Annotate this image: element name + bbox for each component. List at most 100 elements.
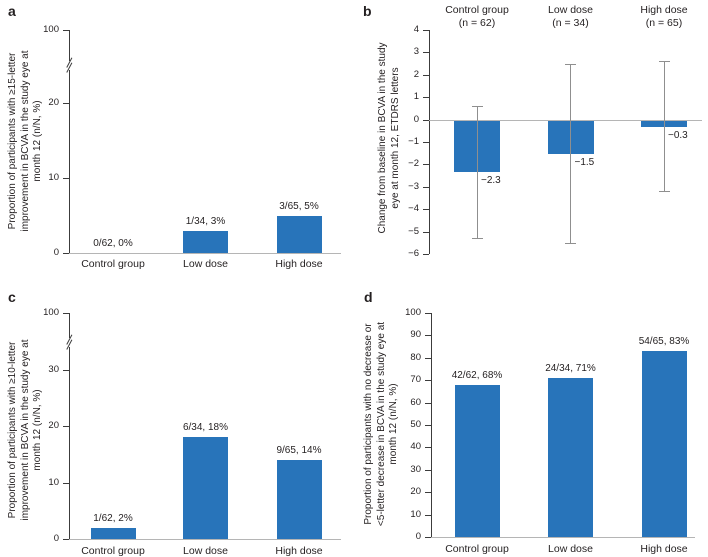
y-tick [425, 357, 431, 359]
y-tick-label: −4 [408, 203, 419, 215]
x-axis-line [431, 537, 695, 538]
y-tick-label: 2 [413, 68, 419, 80]
y-tick-label: 20 [48, 97, 59, 108]
y-tick [425, 514, 431, 516]
panel-d-letter: d [364, 289, 373, 305]
error-bar-cap-top [471, 106, 483, 108]
bar-value-label: 1/62, 2% [93, 512, 133, 524]
group-header: High dose (n = 65) [640, 4, 688, 29]
bar-value-label: 9/65, 14% [276, 444, 322, 456]
y-tick [425, 425, 431, 426]
y-tick-label: −6 [408, 248, 419, 259]
panel-b: b Change from baseline in BCVA in the st… [354, 0, 708, 280]
y-tick-label: 40 [410, 441, 421, 453]
y-tick [425, 469, 431, 471]
y-tick-label: 70 [410, 374, 421, 386]
category-label: Low dose [183, 545, 228, 557]
x-axis-line [69, 253, 341, 254]
error-bar-line [663, 61, 665, 192]
y-tick-label: 4 [413, 24, 419, 35]
y-axis-label: Proportion of participants with ≥15-lett… [7, 50, 43, 232]
y-tick [63, 426, 69, 427]
y-tick-label: 30 [410, 463, 421, 475]
y-tick-label: 10 [48, 172, 59, 183]
y-tick-label: 0 [415, 531, 421, 542]
y-tick-label: 60 [410, 396, 421, 408]
y-tick-label: −2 [408, 158, 419, 170]
error-bar-cap-top [658, 61, 670, 63]
y-tick-label: 90 [410, 329, 421, 341]
bar-value-label: −2.3 [481, 175, 501, 187]
y-tick [423, 186, 429, 188]
y-tick [423, 74, 429, 76]
panel-d: d Proportion of participants with no dec… [354, 280, 708, 557]
bar-control-group [454, 384, 500, 537]
panel-a-letter: a [8, 3, 16, 19]
category-label: Low dose [548, 543, 593, 555]
y-tick-label: −3 [408, 180, 419, 192]
y-tick-label: 100 [405, 307, 421, 318]
y-tick [425, 380, 431, 382]
y-tick [63, 539, 69, 540]
error-bar-line [570, 63, 571, 243]
bar-high-dose [641, 351, 687, 537]
y-tick [423, 164, 429, 166]
category-label: High dose [640, 543, 688, 555]
bar-high-dose [276, 459, 322, 539]
y-axis-line [431, 313, 432, 537]
bar-low-dose [548, 377, 593, 537]
y-tick-label: 100 [43, 24, 59, 35]
error-bar-cap-top [565, 63, 576, 65]
panel-c: c Proportion of participants with ≥10-le… [0, 280, 354, 557]
y-tick [63, 313, 69, 314]
y-tick [63, 103, 69, 104]
y-tick [425, 537, 431, 538]
y-tick [63, 482, 69, 484]
y-tick [423, 97, 429, 99]
y-tick [423, 209, 429, 211]
y-tick [63, 253, 69, 254]
bar-value-label: −0.3 [668, 130, 688, 142]
y-tick-label: −5 [408, 225, 419, 237]
category-label: Control group [81, 258, 145, 270]
bar-value-label: 3/65, 5% [279, 200, 319, 212]
y-tick [425, 402, 431, 404]
y-tick [423, 52, 429, 54]
y-tick [425, 313, 431, 314]
y-tick [63, 30, 69, 31]
y-tick-label: 20 [48, 420, 59, 431]
y-tick-label: 50 [410, 419, 421, 430]
y-tick [63, 369, 69, 371]
y-tick-label: 0 [413, 113, 419, 125]
y-axis-line [429, 30, 430, 254]
bar-high-dose [276, 215, 322, 253]
y-tick [425, 492, 431, 494]
y-tick-label: 10 [48, 476, 59, 488]
bar-low-dose [183, 437, 228, 539]
y-tick-label: 0 [53, 247, 59, 258]
y-tick [423, 30, 429, 31]
bar-value-label: 0/62, 0% [93, 238, 133, 249]
bar-value-label: 24/34, 71% [545, 362, 596, 374]
category-label: High dose [275, 258, 323, 270]
y-tick [423, 231, 429, 233]
group-header: Control group (n = 62) [445, 4, 509, 29]
y-axis-line [69, 30, 70, 253]
bar-value-label: −1.5 [574, 157, 595, 169]
bar-control-group [90, 527, 136, 539]
y-tick-label: −1 [408, 136, 419, 147]
bar-value-label: 42/62, 68% [451, 369, 503, 381]
bar-value-label: 54/65, 83% [638, 336, 690, 348]
y-tick-label: 80 [410, 351, 421, 363]
category-label: Low dose [183, 258, 228, 270]
bar-value-label: 6/34, 18% [182, 422, 229, 434]
y-tick [423, 254, 429, 255]
error-bar-cap-bottom [658, 191, 670, 193]
panel-a: a Proportion of participants with ≥15-le… [0, 0, 354, 280]
y-tick [425, 447, 431, 449]
x-axis-line [69, 539, 341, 540]
y-tick [423, 142, 429, 143]
y-tick-label: 1 [413, 91, 419, 103]
category-label: Control group [445, 543, 509, 555]
